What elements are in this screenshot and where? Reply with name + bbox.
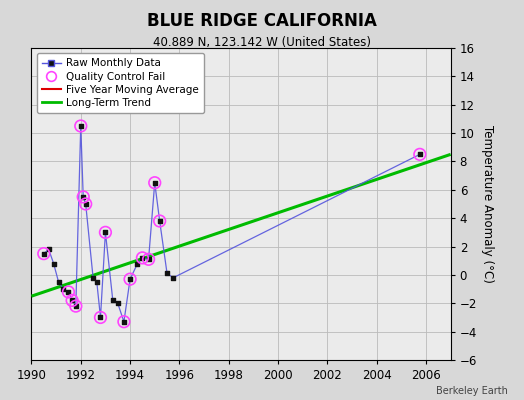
Point (54, 279, 63, 285)
Text: BLUE RIDGE CALIFORNIA: BLUE RIDGE CALIFORNIA (147, 12, 377, 30)
Point (145, 256, 153, 262)
Point (64, 289, 73, 295)
Point (138, 255, 147, 261)
Point (82, 201, 90, 207)
Point (77, 123, 85, 129)
Point (126, 276, 134, 282)
Point (101, 229, 110, 236)
Point (156, 218, 164, 224)
Point (40, 250, 48, 257)
Point (150, 180, 159, 186)
Point (68, 297, 77, 304)
Point (93, 279, 101, 285)
Point (108, 297, 117, 304)
Point (96, 314, 105, 321)
Point (133, 260, 141, 267)
Point (138, 255, 147, 261)
Point (59, 286, 68, 292)
Point (169, 274, 178, 281)
Legend: Raw Monthly Data, Quality Control Fail, Five Year Moving Average, Long-Term Tren: Raw Monthly Data, Quality Control Fail, … (37, 53, 204, 113)
Text: Berkeley Earth: Berkeley Earth (436, 386, 508, 396)
Point (156, 218, 164, 224)
Point (96, 314, 105, 321)
Point (119, 318, 128, 325)
Point (89, 274, 97, 281)
Point (119, 318, 128, 325)
Point (79, 194, 88, 200)
Point (126, 276, 134, 282)
Point (145, 256, 153, 262)
Text: 40.889 N, 123.142 W (United States): 40.889 N, 123.142 W (United States) (153, 36, 371, 49)
Point (79, 194, 88, 200)
Point (77, 123, 85, 129)
Point (68, 297, 77, 304)
Point (72, 303, 80, 309)
Point (416, 151, 424, 158)
Point (64, 289, 73, 295)
Point (163, 270, 171, 277)
Point (150, 180, 159, 186)
Point (101, 229, 110, 236)
Point (82, 201, 90, 207)
Point (49, 260, 58, 267)
Point (416, 151, 424, 158)
Y-axis label: Temperature Anomaly (°C): Temperature Anomaly (°C) (481, 125, 494, 283)
Point (40, 250, 48, 257)
Point (45, 246, 53, 252)
Point (114, 300, 122, 306)
Point (72, 303, 80, 309)
